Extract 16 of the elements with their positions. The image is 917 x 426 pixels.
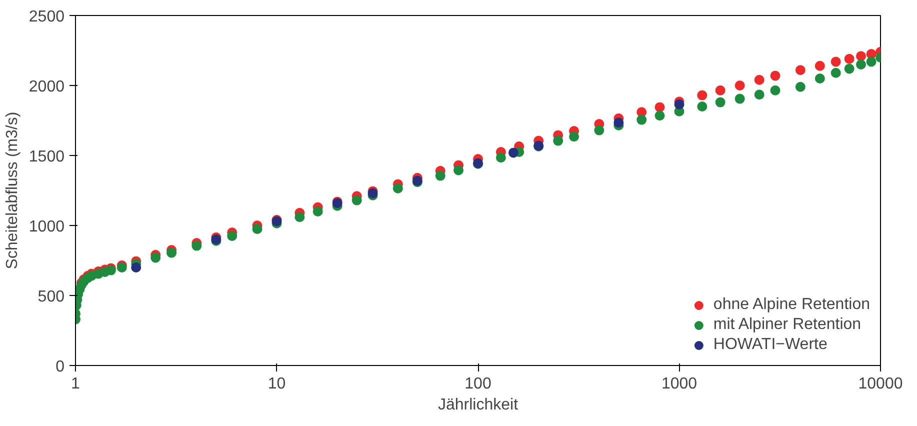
y-tick-label: 1000: [28, 218, 65, 236]
x-tick-label: 10000: [858, 376, 903, 392]
y-tick-label: 1500: [28, 148, 65, 166]
x-tick-label: 1: [71, 376, 80, 392]
y-tick-label: 2000: [28, 78, 65, 96]
x-tick-label: 100: [464, 376, 492, 392]
y-axis-title: Scheitelabfluss (m3/s): [4, 112, 21, 270]
y-tick-label: 500: [38, 288, 65, 306]
legend-label: mit Alpiner Retention: [713, 316, 862, 334]
legend-label: HOWATI−Werte: [713, 336, 828, 354]
x-tick-label: 1000: [661, 376, 698, 392]
x-tick-label: 10: [268, 376, 286, 392]
legend-label: ohne Alpine Retention: [713, 296, 870, 314]
y-tick-label: 2500: [28, 8, 65, 26]
x-axis-title: Jährlichkeit: [438, 396, 519, 414]
y-tick-label: 0: [56, 358, 65, 376]
